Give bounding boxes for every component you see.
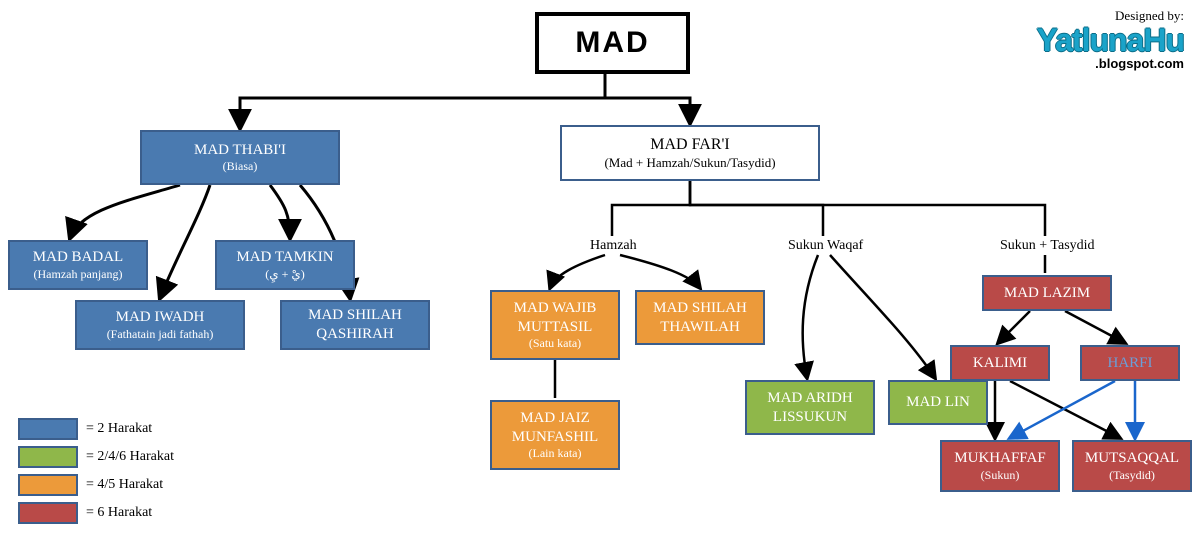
legend-label: = 6 Harakat — [86, 505, 152, 521]
node-title: MAD LAZIM — [1004, 284, 1090, 303]
node-mukhaffaf: MUKHAFFAF (Sukun) — [940, 440, 1060, 492]
node-title: MAD — [575, 24, 649, 62]
node-title: MAD SHILAH THAWILAH — [637, 299, 763, 337]
legend-row-2harakat: = 2 Harakat — [18, 418, 152, 440]
node-iwadh: MAD IWADH (Fathatain jadi fathah) — [75, 300, 245, 350]
legend-swatch — [18, 502, 78, 524]
node-title: MUKHAFFAF — [954, 449, 1045, 468]
node-mad: MAD — [535, 12, 690, 74]
node-subtitle: (Fathatain jadi fathah) — [107, 327, 214, 342]
node-title: MAD SHILAH QASHIRAH — [282, 306, 428, 344]
node-subtitle: (Biasa) — [223, 159, 258, 174]
label-sukun-waqaf: Sukun Waqaf — [788, 238, 863, 254]
node-kalimi: KALIMI — [950, 345, 1050, 381]
node-subtitle: (Mad + Hamzah/Sukun/Tasydid) — [604, 155, 775, 171]
node-tamkin: MAD TAMKIN (يْ + يِ) — [215, 240, 355, 290]
node-title: MUTSAQQAL — [1085, 449, 1179, 468]
node-subtitle: (Hamzah panjang) — [34, 267, 123, 282]
logo-subtext: .blogspot.com — [1037, 56, 1184, 71]
credit-block: Designed by: YatlunaHu .blogspot.com — [1037, 8, 1184, 71]
legend-swatch — [18, 446, 78, 468]
node-shilah-thawilah: MAD SHILAH THAWILAH — [635, 290, 765, 345]
node-fari: MAD FAR'I (Mad + Hamzah/Sukun/Tasydid) — [560, 125, 820, 181]
legend-label: = 2/4/6 Harakat — [86, 449, 174, 465]
node-badal: MAD BADAL (Hamzah panjang) — [8, 240, 148, 290]
node-shilah-qashirah: MAD SHILAH QASHIRAH — [280, 300, 430, 350]
node-title: MAD IWADH — [116, 308, 205, 327]
node-subtitle: (Satu kata) — [529, 336, 581, 351]
legend-label: = 4/5 Harakat — [86, 477, 163, 493]
node-subtitle: (Lain kata) — [529, 446, 582, 461]
node-title: KALIMI — [973, 354, 1027, 373]
node-title: MAD JAIZ MUNFASHIL — [492, 409, 618, 447]
node-aridh-lissukun: MAD ARIDH LISSUKUN — [745, 380, 875, 435]
node-thabii: MAD THABI'I (Biasa) — [140, 130, 340, 185]
label-sukun-tasydid: Sukun + Tasydid — [1000, 238, 1095, 254]
node-wajib-muttasil: MAD WAJIB MUTTASIL (Satu kata) — [490, 290, 620, 360]
node-title: MAD WAJIB MUTTASIL — [492, 299, 618, 337]
legend-label: = 2 Harakat — [86, 421, 152, 437]
node-title: MAD THABI'I — [194, 141, 286, 160]
node-lin: MAD LIN — [888, 380, 988, 425]
legend-swatch — [18, 418, 78, 440]
node-title: MAD BADAL — [33, 248, 123, 267]
node-jaiz-munfashil: MAD JAIZ MUNFASHIL (Lain kata) — [490, 400, 620, 470]
node-title: MAD ARIDH LISSUKUN — [747, 389, 873, 427]
node-title: MAD TAMKIN — [236, 248, 333, 267]
node-harfi: HARFI — [1080, 345, 1180, 381]
node-subtitle: (يْ + يِ) — [265, 267, 305, 282]
node-title: HARFI — [1107, 354, 1152, 373]
legend-swatch — [18, 474, 78, 496]
node-subtitle: (Tasydid) — [1109, 468, 1155, 483]
legend-row-45harakat: = 4/5 Harakat — [18, 474, 163, 496]
node-mutsaqqal: MUTSAQQAL (Tasydid) — [1072, 440, 1192, 492]
legend-row-246harakat: = 2/4/6 Harakat — [18, 446, 174, 468]
legend-row-6harakat: = 6 Harakat — [18, 502, 152, 524]
node-title: MAD LIN — [906, 393, 970, 412]
node-subtitle: (Sukun) — [981, 468, 1020, 483]
node-lazim: MAD LAZIM — [982, 275, 1112, 311]
label-hamzah: Hamzah — [590, 238, 637, 254]
logo-text: YatlunaHu — [1037, 24, 1184, 56]
node-title: MAD FAR'I — [650, 135, 729, 155]
